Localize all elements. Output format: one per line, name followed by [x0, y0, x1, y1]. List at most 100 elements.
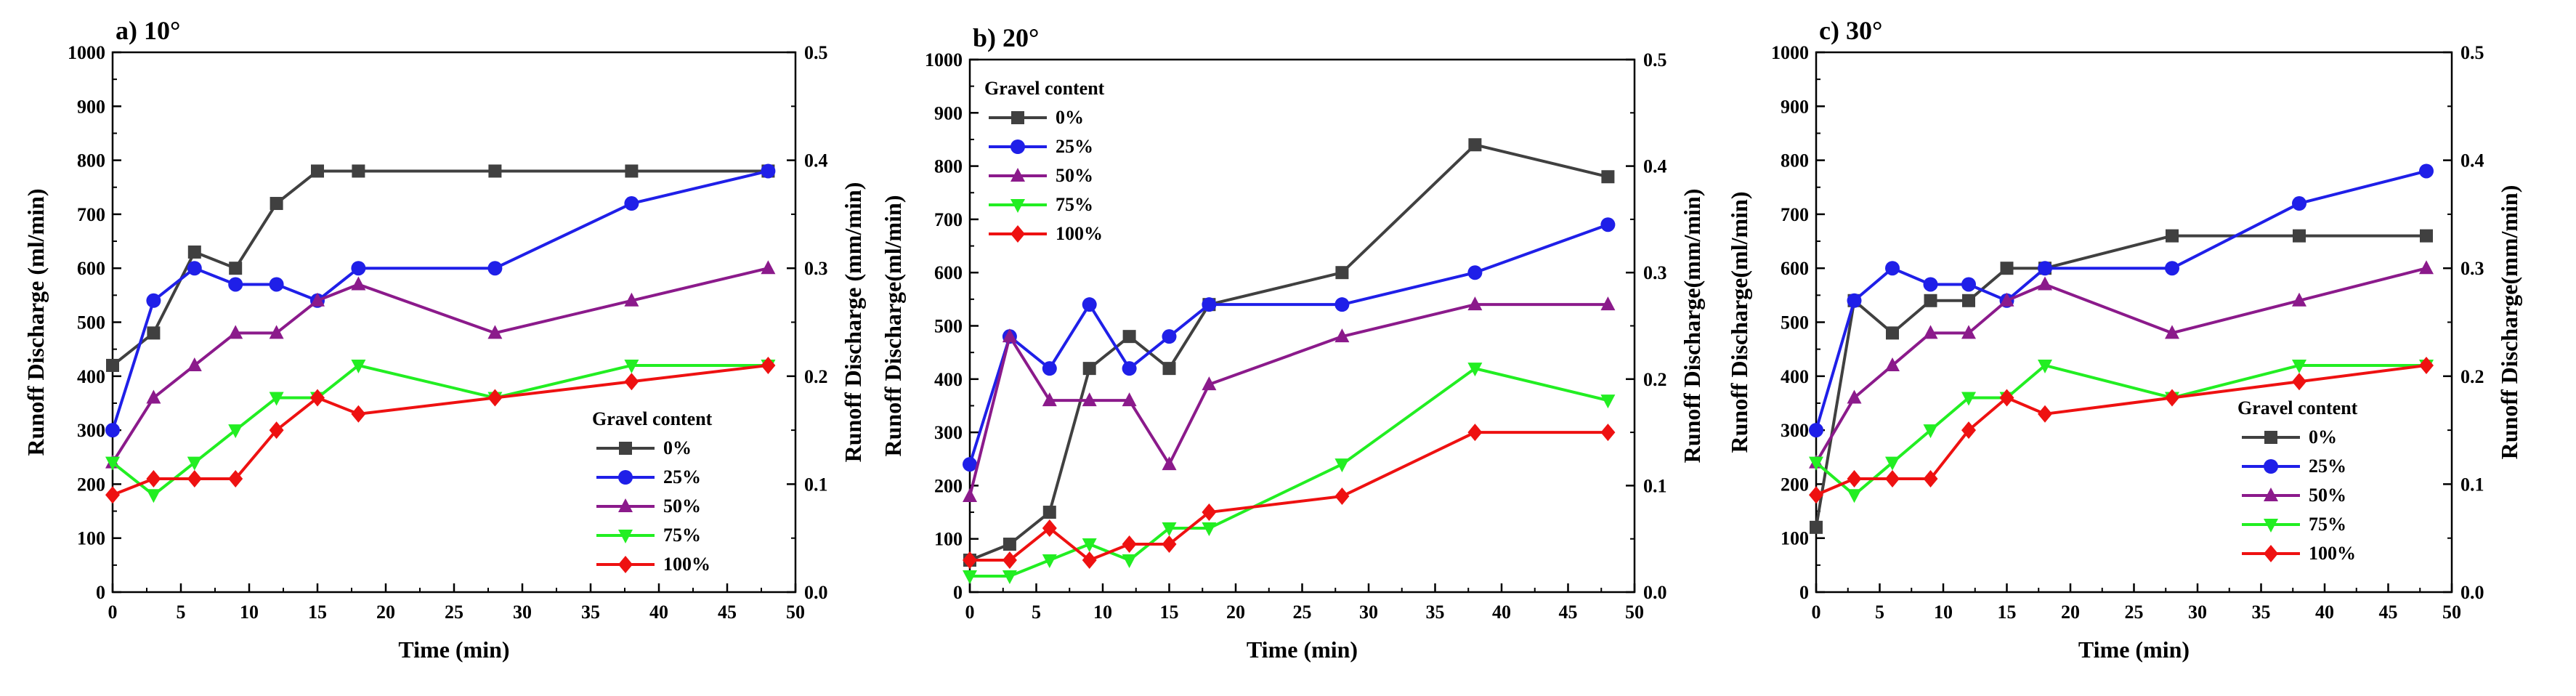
data-point — [2166, 229, 2179, 243]
data-point — [2292, 373, 2306, 391]
x-tick-label: 30 — [513, 602, 532, 623]
y-tick-label: 500 — [1781, 312, 1809, 333]
data-point — [270, 197, 283, 211]
data-point — [1885, 456, 1900, 471]
data-point — [147, 326, 161, 340]
data-point — [625, 164, 639, 178]
data-point — [1082, 362, 1096, 376]
series-line — [111, 169, 769, 431]
legend-title: Gravel content — [2237, 397, 2358, 418]
chart-panel-3: 0 5 10 15 20 25 30 35 40 45 5001002003004005006007… — [1726, 16, 2522, 663]
data-point — [1600, 296, 1616, 311]
data-point — [229, 262, 243, 275]
data-point — [1082, 392, 1097, 407]
y-tick-label: 400 — [1781, 366, 1809, 387]
data-point — [1600, 394, 1616, 409]
data-point — [2419, 356, 2434, 374]
data-point — [1810, 520, 1823, 534]
y-right-tick-label: 0.3 — [2460, 258, 2484, 279]
series-100% — [963, 424, 1616, 570]
x-tick-label: 35 — [2252, 602, 2271, 623]
data-point — [1122, 392, 1137, 407]
data-point — [1122, 554, 1137, 569]
data-point — [2292, 292, 2306, 307]
data-point — [1042, 361, 1057, 376]
series-line — [968, 303, 1608, 497]
series-line — [112, 363, 769, 497]
legend-label: 100% — [1056, 223, 1103, 244]
data-point — [487, 389, 503, 407]
data-point — [269, 277, 284, 292]
data-point — [1847, 293, 1862, 308]
legend: Gravel content 0% 25% 50% 75% 100% — [984, 78, 1105, 244]
x-tick-label: 20 — [1226, 602, 1245, 623]
data-point — [1885, 469, 1900, 487]
data-point — [105, 423, 120, 438]
x-tick-label: 50 — [2442, 602, 2461, 623]
data-point — [269, 392, 284, 406]
x-axis-title: Time (min) — [398, 636, 509, 663]
y-tick-label: 800 — [77, 150, 105, 171]
data-point — [1601, 170, 1615, 184]
legend-label: 100% — [663, 554, 710, 575]
data-point — [1962, 294, 1975, 307]
panel-title: b) 20° — [973, 23, 1039, 52]
data-point — [1809, 486, 1823, 504]
legend-label: 50% — [663, 495, 701, 517]
data-point — [1042, 554, 1057, 569]
y-right-tick-label: 0.0 — [2460, 582, 2484, 603]
series-line — [1815, 363, 2427, 497]
data-point — [963, 488, 977, 503]
data-point — [1122, 330, 1136, 344]
data-point — [311, 164, 324, 178]
data-point — [1961, 277, 1976, 292]
y-right-tick-label: 0.4 — [1643, 156, 1667, 177]
data-point — [187, 261, 202, 276]
legend-label: 100% — [2309, 543, 2356, 564]
y-right-tick-label: 0.1 — [1643, 475, 1667, 496]
data-point — [1002, 328, 1017, 343]
series-75% — [963, 363, 1616, 585]
y-right-axis-title: Runoff Discharge(mm/min) — [2496, 185, 2522, 460]
y-tick-label: 1000 — [68, 42, 105, 63]
y-right-tick-label: 0.2 — [804, 366, 828, 387]
data-point — [228, 277, 243, 292]
data-point — [1162, 535, 1177, 554]
data-point — [624, 373, 639, 391]
data-point — [1202, 522, 1217, 537]
data-point — [1923, 469, 1938, 487]
data-point — [2420, 229, 2433, 243]
x-tick-label: 45 — [718, 602, 737, 623]
x-tick-label: 30 — [2188, 602, 2207, 623]
y-right-tick-label: 0.0 — [1643, 582, 1667, 603]
data-point — [963, 551, 977, 570]
legend-marker — [1010, 139, 1025, 154]
data-point — [2293, 229, 2306, 243]
data-point — [1924, 294, 1937, 307]
y-right-tick-label: 0.4 — [2460, 150, 2484, 171]
legend-title: Gravel content — [984, 78, 1105, 99]
data-point — [1162, 362, 1176, 376]
y-tick-label: 600 — [77, 258, 105, 279]
y-tick-label: 900 — [77, 96, 105, 117]
data-point — [1847, 389, 1862, 404]
data-point — [1042, 519, 1057, 538]
data-point — [269, 421, 284, 440]
data-point — [310, 292, 325, 307]
data-point — [106, 358, 119, 372]
data-point — [1002, 551, 1017, 570]
y-right-tick-label: 0.2 — [1643, 369, 1667, 390]
data-point — [1923, 424, 1938, 439]
data-point — [187, 469, 202, 487]
series-100% — [105, 356, 776, 504]
y-right-tick-label: 0.4 — [804, 150, 828, 171]
y-tick-label: 200 — [77, 474, 105, 495]
x-axis-title: Time (min) — [2078, 636, 2190, 663]
data-point — [1885, 261, 1900, 276]
x-tick-label: 20 — [376, 602, 395, 623]
data-point — [1961, 421, 1976, 440]
data-point — [963, 570, 977, 585]
data-point — [146, 389, 161, 404]
data-point — [1467, 296, 1483, 311]
data-point — [963, 457, 977, 472]
